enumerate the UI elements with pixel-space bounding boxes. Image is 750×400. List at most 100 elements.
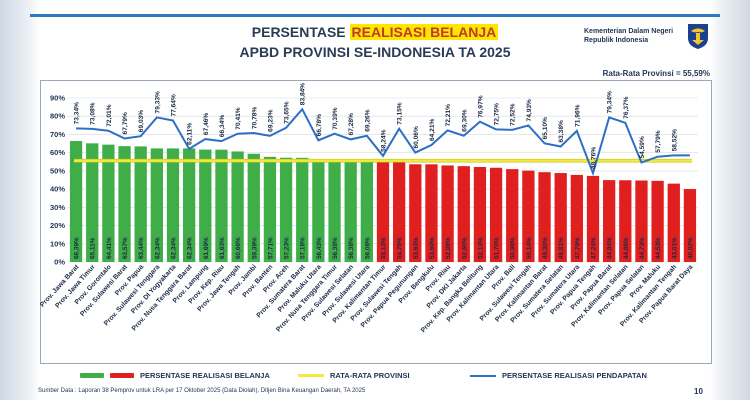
bar bbox=[667, 183, 680, 262]
bar bbox=[247, 153, 260, 262]
revenue-value-label: 58,24% bbox=[381, 129, 388, 152]
ministry-line1: Kementerian Dalam Negeri bbox=[584, 28, 674, 35]
legend-line-blue bbox=[470, 374, 496, 377]
bar bbox=[296, 157, 309, 262]
revenue-value-label: 77,64% bbox=[171, 94, 178, 117]
bar bbox=[619, 180, 632, 262]
revenue-value-label: 73,15% bbox=[397, 102, 404, 125]
bar-value-label: 52,60% bbox=[461, 237, 468, 259]
bar bbox=[586, 175, 600, 262]
y-tick-label: 50% bbox=[50, 166, 65, 175]
legend: PERSENTASE REALISASI BELANJA RATA-RATA P… bbox=[70, 371, 710, 383]
legend-line-yellow bbox=[298, 374, 324, 377]
bar bbox=[69, 141, 83, 262]
bar-value-label: 47,24% bbox=[591, 237, 598, 259]
revenue-value-label: 72,01% bbox=[106, 104, 113, 127]
bar bbox=[409, 164, 422, 262]
bar-value-label: 63,57% bbox=[122, 237, 129, 259]
revenue-value-label: 58,52% bbox=[671, 129, 678, 152]
garuda-emblem-icon bbox=[688, 24, 708, 49]
revenue-value-label: 72,21% bbox=[445, 104, 452, 127]
bar-value-label: 51,70% bbox=[494, 237, 501, 259]
bar-value-label: 53,63% bbox=[413, 237, 420, 259]
bar bbox=[635, 180, 648, 262]
bar bbox=[651, 180, 664, 262]
revenue-value-label: 67,79% bbox=[122, 112, 129, 135]
revenue-value-label: 70,41% bbox=[235, 107, 242, 130]
bar-value-label: 44,53% bbox=[655, 237, 662, 259]
bar-value-label: 44,73% bbox=[639, 237, 646, 259]
y-tick-label: 90% bbox=[50, 94, 65, 103]
y-tick-label: 70% bbox=[50, 130, 65, 139]
bar-value-label: 44,94% bbox=[607, 237, 614, 259]
revenue-value-label: 83,84% bbox=[300, 83, 307, 106]
bar-value-label: 56,38% bbox=[332, 237, 339, 259]
revenue-value-label: 79,33% bbox=[154, 91, 161, 114]
revenue-value-label: 71,96% bbox=[574, 104, 581, 127]
revenue-value-label: 70,78% bbox=[251, 107, 258, 130]
legend-item-belanja: PERSENTASE REALISASI BELANJA bbox=[80, 371, 270, 380]
bar-value-label: 40,02% bbox=[687, 237, 694, 259]
revenue-value-label: 60,06% bbox=[413, 126, 420, 149]
bar bbox=[360, 159, 373, 262]
title-line2: APBD PROVINSI SE-INDONESIA TA 2025 bbox=[239, 44, 511, 60]
revenue-value-label: 73,65% bbox=[284, 101, 291, 124]
bar-value-label: 54,76% bbox=[397, 237, 404, 259]
bar-value-label: 56,43% bbox=[316, 237, 323, 259]
bar bbox=[344, 159, 357, 262]
bar bbox=[554, 173, 567, 262]
bar bbox=[279, 157, 293, 262]
legend-label-pendapatan: PERSENTASE REALISASI PENDAPATAN bbox=[502, 371, 647, 380]
revenue-value-label: 54,59% bbox=[639, 136, 646, 159]
bar-value-label: 43,01% bbox=[671, 237, 678, 259]
revenue-value-label: 63,38% bbox=[558, 120, 565, 143]
bar-value-label: 52,13% bbox=[477, 237, 484, 259]
bar-value-label: 55,13% bbox=[381, 237, 388, 259]
bar bbox=[134, 146, 147, 262]
bar bbox=[425, 164, 438, 262]
bar bbox=[86, 143, 99, 262]
bar bbox=[166, 148, 180, 262]
revenue-value-label: 57,79% bbox=[655, 130, 662, 153]
revenue-value-label: 69,23% bbox=[267, 109, 274, 132]
bar-value-label: 66,39% bbox=[74, 237, 81, 259]
bar bbox=[603, 180, 616, 262]
source-note: Sumber Data : Laporan 38 Pemprov untuk L… bbox=[38, 388, 366, 394]
bar-value-label: 59,39% bbox=[251, 237, 258, 259]
ministry-line2: Republik Indonesia bbox=[584, 37, 649, 44]
bar-value-label: 63,44% bbox=[138, 237, 145, 259]
revenue-value-label: 73,34% bbox=[74, 102, 81, 125]
y-tick-label: 80% bbox=[50, 112, 65, 121]
bar-value-label: 52,98% bbox=[445, 237, 452, 259]
bar-value-label: 62,34% bbox=[154, 237, 161, 259]
bar bbox=[215, 149, 228, 262]
bar-value-label: 53,60% bbox=[429, 237, 436, 259]
bar bbox=[118, 146, 131, 262]
bar-line-chart: 0% 10% 20% 30% 40% 50% 60% 70% 80% 90% 66,39% 65,11… bbox=[40, 83, 698, 334]
legend-item-average: RATA-RATA PROVINSI bbox=[298, 371, 410, 380]
legend-swatch-red bbox=[110, 373, 134, 378]
legend-label-belanja: PERSENTASE REALISASI BELANJA bbox=[140, 371, 270, 380]
top-accent-bar bbox=[30, 14, 720, 17]
chart-title: PERSENTASE REALISASI BELANJA APBD PROVIN… bbox=[220, 22, 530, 62]
bar-value-label: 50,98% bbox=[510, 237, 517, 259]
bar bbox=[393, 162, 406, 262]
bar bbox=[506, 169, 519, 262]
bar bbox=[231, 151, 244, 262]
bar bbox=[570, 174, 583, 262]
bar-value-label: 57,71% bbox=[267, 237, 274, 259]
bar bbox=[312, 159, 325, 262]
bar-value-label: 62,34% bbox=[187, 237, 194, 259]
y-tick-label: 60% bbox=[50, 148, 65, 157]
bar bbox=[457, 166, 470, 262]
revenue-value-label: 64,21% bbox=[429, 118, 436, 141]
bar-value-label: 64,41% bbox=[106, 237, 113, 259]
ministry-label: Kementerian Dalam Negeri Republik Indone… bbox=[584, 27, 673, 45]
bar-value-label: 65,11% bbox=[90, 237, 97, 259]
revenue-line bbox=[76, 107, 690, 177]
revenue-value-label: 79,34% bbox=[607, 91, 614, 114]
legend-swatch-green bbox=[80, 373, 104, 378]
bar bbox=[489, 167, 503, 262]
title-line1-prefix: PERSENTASE bbox=[251, 24, 350, 40]
revenue-value-label: 72,75% bbox=[494, 103, 501, 126]
